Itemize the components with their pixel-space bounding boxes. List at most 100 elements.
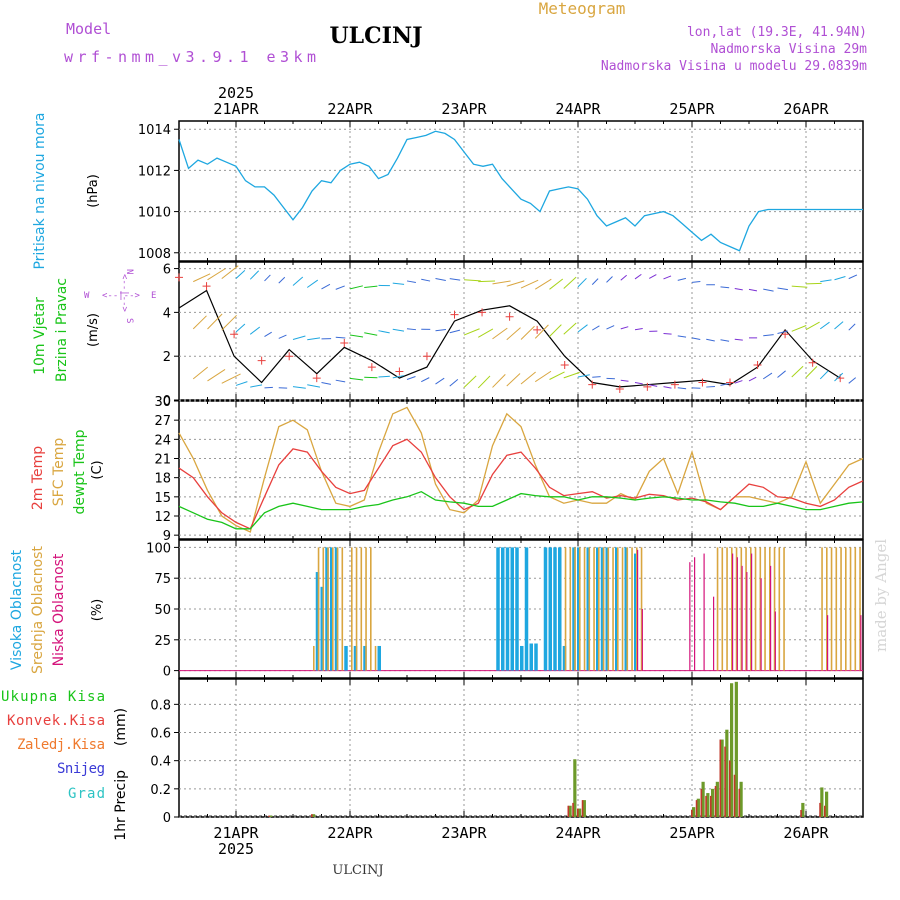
mid-cloud-bar xyxy=(621,547,624,671)
wind-direction-arrow xyxy=(720,286,730,289)
mid-cloud-bar xyxy=(355,547,358,671)
bottom-day-label: 21APR xyxy=(213,824,259,842)
wind-gust-marker xyxy=(560,360,569,369)
top-day-label: 26APR xyxy=(783,100,829,118)
mid-cloud-bar xyxy=(778,547,781,671)
wind-title: 10m Vjetar xyxy=(32,297,48,375)
wind-direction-arrow xyxy=(820,279,832,283)
total-precip-bar xyxy=(820,787,824,817)
y-tick-label: 100 xyxy=(146,541,171,556)
conv-precip-bar xyxy=(581,800,584,817)
high-cloud-bar xyxy=(586,547,590,671)
wind-gust-marker xyxy=(753,360,762,369)
wind-direction-arrow xyxy=(834,372,844,382)
wind-gust-marker xyxy=(808,358,817,367)
compass-south: S xyxy=(124,318,134,323)
wind-direction-arrow xyxy=(264,274,271,282)
mid-cloud-bar xyxy=(826,547,828,671)
wind-direction-arrow xyxy=(777,330,788,334)
model-elevation-label: Nadmorska Visina u modelu 29.0839m xyxy=(601,59,867,74)
wind-gust-marker xyxy=(285,352,294,361)
wind-direction-arrow xyxy=(606,325,615,330)
y-tick-label: 25 xyxy=(154,634,171,649)
total-precip-bar xyxy=(720,739,724,817)
wind-direction-arrow xyxy=(691,337,701,340)
bottom-year-label: 2025 xyxy=(218,840,254,858)
wind-direction-arrow xyxy=(592,376,601,378)
conv-precip-bar xyxy=(567,805,570,817)
mid-cloud-bar xyxy=(631,547,633,671)
wind-unit: (m/s) xyxy=(86,313,101,347)
conv-precip-bar xyxy=(705,795,707,817)
wind-direction-arrow xyxy=(720,383,730,386)
high-cloud-bar xyxy=(558,547,562,671)
y-tick-label: 12 xyxy=(154,510,171,525)
total-precip-bar xyxy=(582,800,586,817)
wind-gust-marker xyxy=(726,378,734,387)
wind-gust-marker xyxy=(202,282,211,291)
high-cloud-bar xyxy=(605,547,609,671)
wind-direction-arrow xyxy=(249,326,261,335)
wind-direction-arrow xyxy=(834,276,846,281)
wind-direction-arrow xyxy=(321,381,332,385)
wind-direction-arrow xyxy=(406,280,416,283)
wind-direction-arrow xyxy=(663,275,672,280)
wind-direction-arrow xyxy=(577,324,588,333)
wind-direction-arrow xyxy=(563,276,577,289)
wind-direction-arrow xyxy=(506,280,525,287)
wind-direction-arrow xyxy=(307,384,321,388)
mid-cloud-bar xyxy=(598,547,600,671)
wind-direction-arrow xyxy=(734,380,743,384)
wind-direction-arrow xyxy=(520,325,535,340)
wind-gust-marker xyxy=(615,385,624,394)
mid-cloud-bar xyxy=(830,547,833,671)
total-precip-bar xyxy=(312,814,316,817)
compass-west: W xyxy=(84,291,90,301)
wind-direction-arrow xyxy=(677,277,687,281)
mid-cloud-bar xyxy=(583,547,586,671)
y-tick-label: 24 xyxy=(154,433,171,448)
temp-title-2m: 2m Temp xyxy=(30,446,46,510)
high-cloud-bar xyxy=(520,645,524,671)
mid-cloud-bar xyxy=(617,547,619,671)
y-tick-label: 75 xyxy=(154,572,171,587)
high-cloud-bar xyxy=(572,547,576,671)
wind-direction-arrow xyxy=(435,328,446,332)
top-day-label: 22APR xyxy=(327,100,373,118)
high-cloud-bar xyxy=(577,547,581,671)
wind-direction-arrow xyxy=(763,288,774,292)
high-cloud-bar xyxy=(330,547,334,671)
conv-precip-bar xyxy=(311,814,313,817)
wind-direction-arrow xyxy=(463,375,477,388)
mid-cloud-bar xyxy=(593,547,595,671)
mid-cloud-bar xyxy=(840,547,842,671)
wind-direction-arrow xyxy=(634,328,643,331)
high-cloud-bar xyxy=(634,553,638,671)
mid-cloud-bar xyxy=(754,547,757,671)
conv-precip-bar xyxy=(738,788,741,817)
bottom-day-label: 23APR xyxy=(441,824,487,842)
conv-precip-bar xyxy=(577,808,579,817)
wind-gust-marker xyxy=(588,380,597,389)
legend-conv-rain: Konvek.Kisa xyxy=(7,713,105,729)
wind-direction-arrow xyxy=(421,278,431,282)
top-day-label: 25APR xyxy=(669,100,715,118)
mid-cloud-bar xyxy=(640,547,643,671)
wind-direction-arrow xyxy=(221,265,239,280)
mid-cloud-bar xyxy=(835,547,838,671)
pressure-line xyxy=(178,130,863,252)
y-tick-label: 2 xyxy=(163,350,171,365)
wind-direction-arrow xyxy=(677,387,687,390)
wind-direction-arrow xyxy=(292,335,306,341)
station-title: ULCINJ xyxy=(330,23,423,49)
wind-direction-arrow xyxy=(221,314,237,331)
top-day-label: 24APR xyxy=(555,100,601,118)
high-cloud-bar xyxy=(534,643,538,671)
wind-direction-arrow xyxy=(649,274,657,279)
precip-legend: Ukupna Kisa Konvek.Kisa Zaledj.Kisa Snij… xyxy=(1,689,105,802)
wind-direction-arrow xyxy=(549,371,565,380)
high-cloud-bar xyxy=(315,572,320,671)
wind-direction-arrow xyxy=(691,280,701,283)
low-cloud-bar xyxy=(637,549,639,671)
plot-layer: 1008101010121014024691215182124273002550… xyxy=(138,120,864,826)
